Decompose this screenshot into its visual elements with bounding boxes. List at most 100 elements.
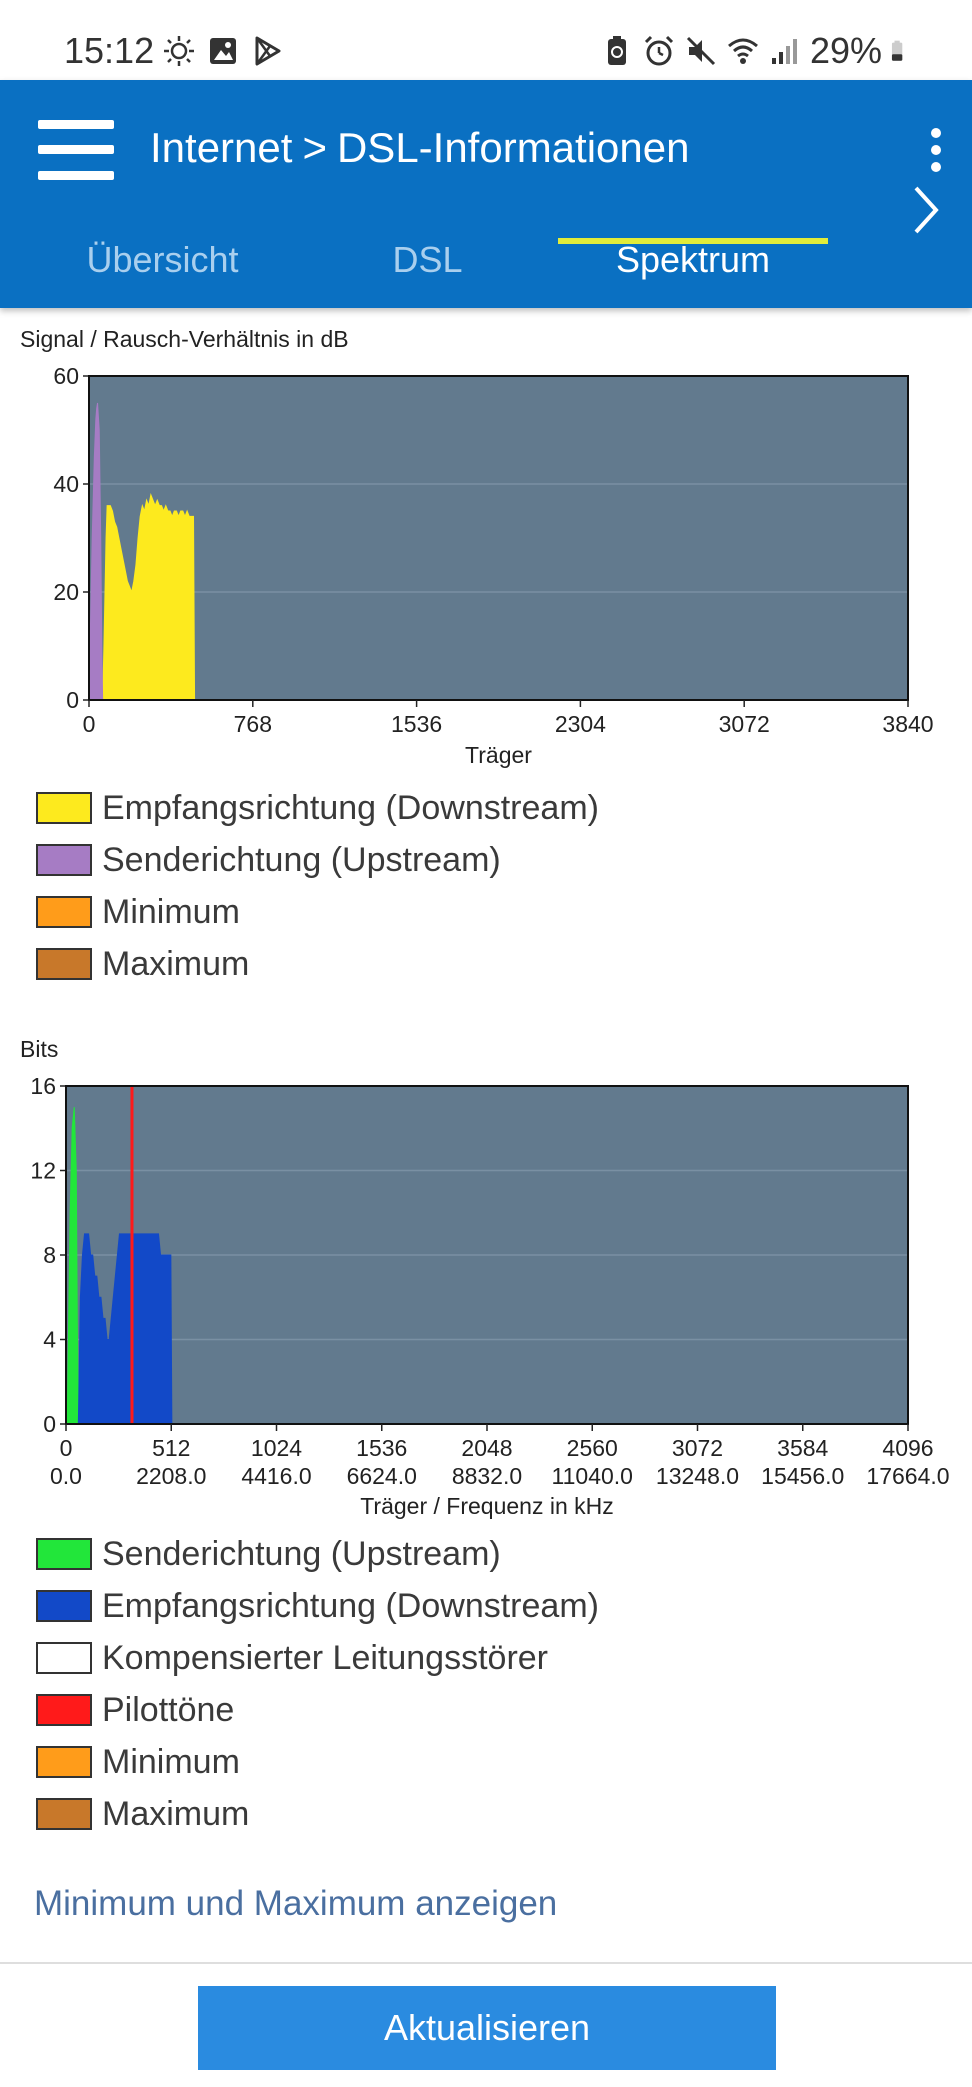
play-store-icon [255,36,281,66]
hamburger-menu-icon[interactable] [38,120,114,180]
legend-item: Pilottöne [36,1684,599,1736]
bits-legend: Senderichtung (Upstream) Empfangsrichtun… [36,1528,599,1840]
legend-label: Maximum [102,944,250,983]
legend-label: Kompensierter Leitungsstörer [102,1638,549,1677]
x-tick-label: 3584 [777,1435,828,1461]
legend-item: Maximum [36,1788,599,1840]
x-tick-label-secondary: 6624.0 [347,1463,417,1489]
series-area-1 [77,1233,173,1425]
show-min-max-link[interactable]: Minimum und Maximum anzeigen [34,1884,558,1923]
x-tick-label: 3840 [882,711,933,737]
weather-sun-icon [164,36,194,66]
x-tick-label-secondary: 0.0 [50,1463,82,1489]
x-tick-label: 2304 [555,711,606,737]
snr-chart-title: Signal / Rausch-Verhältnis in dB [20,326,349,352]
x-tick-label: 512 [152,1435,190,1461]
more-options-icon[interactable] [926,128,946,172]
breadcrumb-internet[interactable]: Internet [150,124,293,171]
tab-dsl[interactable]: DSL [392,239,463,280]
legend-item: Senderichtung (Upstream) [36,834,599,886]
x-tick-label: 0 [83,711,96,737]
series-area-0 [102,493,196,701]
snr-chart: 0 20 40 60 0 768 1536 2304 3072 3840 Träger [53,363,933,768]
plot-area [89,376,908,700]
legend-label: Maximum [102,1794,250,1833]
legend-item: Senderichtung (Upstream) [36,1528,599,1580]
tab-uebersicht[interactable]: Übersicht [86,239,239,280]
x-tick-label-secondary: 17664.0 [866,1463,949,1489]
legend-label: Empfangsrichtung (Downstream) [102,788,599,827]
x-tick-label: 3072 [672,1435,723,1461]
bits-chart-title: Bits [20,1036,59,1062]
legend-swatch-pilot-tones [36,1694,92,1726]
wifi-icon [727,38,758,64]
legend-swatch-upstream [36,1538,92,1570]
legend-label: Senderichtung (Upstream) [102,840,501,879]
x-tick-label-secondary: 15456.0 [761,1463,844,1489]
x-tick-label-secondary: 13248.0 [656,1463,739,1489]
legend-item: Empfangsrichtung (Downstream) [36,782,599,834]
active-tab-indicator [558,238,828,244]
snr-legend: Empfangsrichtung (Downstream) Sendericht… [36,782,599,990]
y-tick-label: 0 [66,687,79,713]
legend-swatch-maximum [36,948,92,980]
y-tick-label: 20 [53,579,79,605]
y-tick-label: 16 [30,1073,56,1099]
status-left-icons [162,34,284,68]
legend-label: Minimum [102,1742,240,1781]
y-tick-label: 8 [43,1242,56,1268]
plot-frame [88,375,909,701]
footer-divider [0,1962,972,1964]
status-bar: 15:12 29% [0,0,972,80]
gallery-icon [210,38,236,64]
legend-item: Kompensierter Leitungsstörer [36,1632,599,1684]
legend-item: Minimum [36,886,599,938]
x-tick-label: 0 [60,1435,73,1461]
legend-swatch-minimum [36,896,92,928]
x-axis-label: Träger / Frequenz in kHz [360,1493,614,1519]
breadcrumb-separator: > [302,124,327,171]
legend-label: Empfangsrichtung (Downstream) [102,1586,599,1625]
app-header: Internet > DSL-Informationen Übersicht D… [0,80,972,308]
legend-swatch-upstream [36,844,92,876]
recycle-battery-icon [607,36,626,65]
chevron-right-icon[interactable] [906,180,946,240]
y-tick-label: 0 [43,1411,56,1437]
breadcrumb-dsl-informationen: DSL-Informationen [336,124,690,171]
x-tick-label-secondary: 11040.0 [552,1463,633,1489]
x-tick-label: 2048 [461,1435,512,1461]
bits-chart: 048121600.05122208.010244416.015366624.0… [30,1073,949,1519]
signal-icon [771,39,797,64]
legend-item: Maximum [36,938,599,990]
y-tick-label: 4 [43,1327,56,1353]
x-tick-label: 1024 [251,1435,302,1461]
legend-label: Pilottöne [102,1690,235,1729]
legend-swatch-line-interference [36,1642,92,1674]
battery-icon [891,40,903,61]
x-tick-label-secondary: 4416.0 [241,1463,311,1489]
x-tick-label: 4096 [882,1435,933,1461]
x-tick-label: 768 [234,711,272,737]
x-tick-label: 1536 [391,711,442,737]
battery-percentage: 29% [809,30,882,71]
status-right-icons: 29% [600,30,912,72]
series-area-1 [88,402,104,701]
refresh-button[interactable]: Aktualisieren [198,1986,776,2070]
legend-swatch-maximum [36,1798,92,1830]
legend-swatch-downstream [36,1590,92,1622]
legend-label: Minimum [102,892,240,931]
legend-label: Senderichtung (Upstream) [102,1534,501,1573]
y-tick-label: 60 [53,363,79,389]
x-axis-label: Träger [465,742,532,768]
x-tick-label-secondary: 8832.0 [452,1463,522,1489]
x-tick-label: 2560 [567,1435,618,1461]
alarm-icon [644,35,673,66]
status-time: 15:12 [64,30,155,71]
x-tick-label: 1536 [356,1435,407,1461]
x-tick-label-secondary: 2208.0 [136,1463,206,1489]
tab-bar: Übersicht DSL Spektrum [0,220,972,308]
mute-icon [686,36,715,66]
tab-spektrum[interactable]: Spektrum [615,239,771,280]
legend-swatch-minimum [36,1746,92,1778]
y-tick-label: 40 [53,471,79,497]
